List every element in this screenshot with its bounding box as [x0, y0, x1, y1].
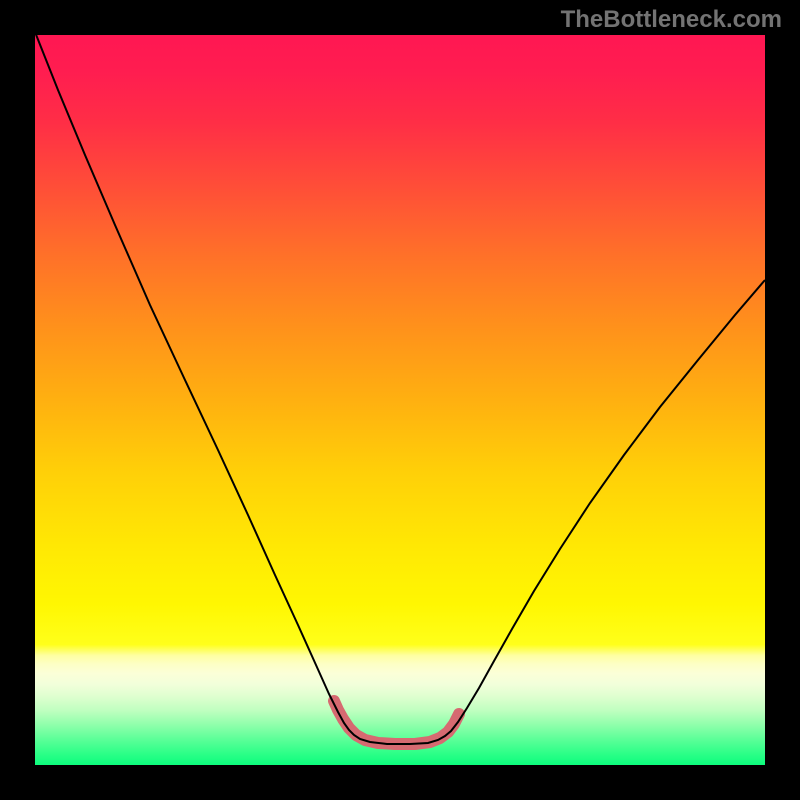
- frame-border: [0, 765, 800, 800]
- chart-background: [35, 35, 765, 765]
- watermark-text: TheBottleneck.com: [561, 6, 782, 34]
- frame-border: [0, 0, 35, 800]
- frame-border: [765, 0, 800, 800]
- bottleneck-chart: [0, 0, 800, 800]
